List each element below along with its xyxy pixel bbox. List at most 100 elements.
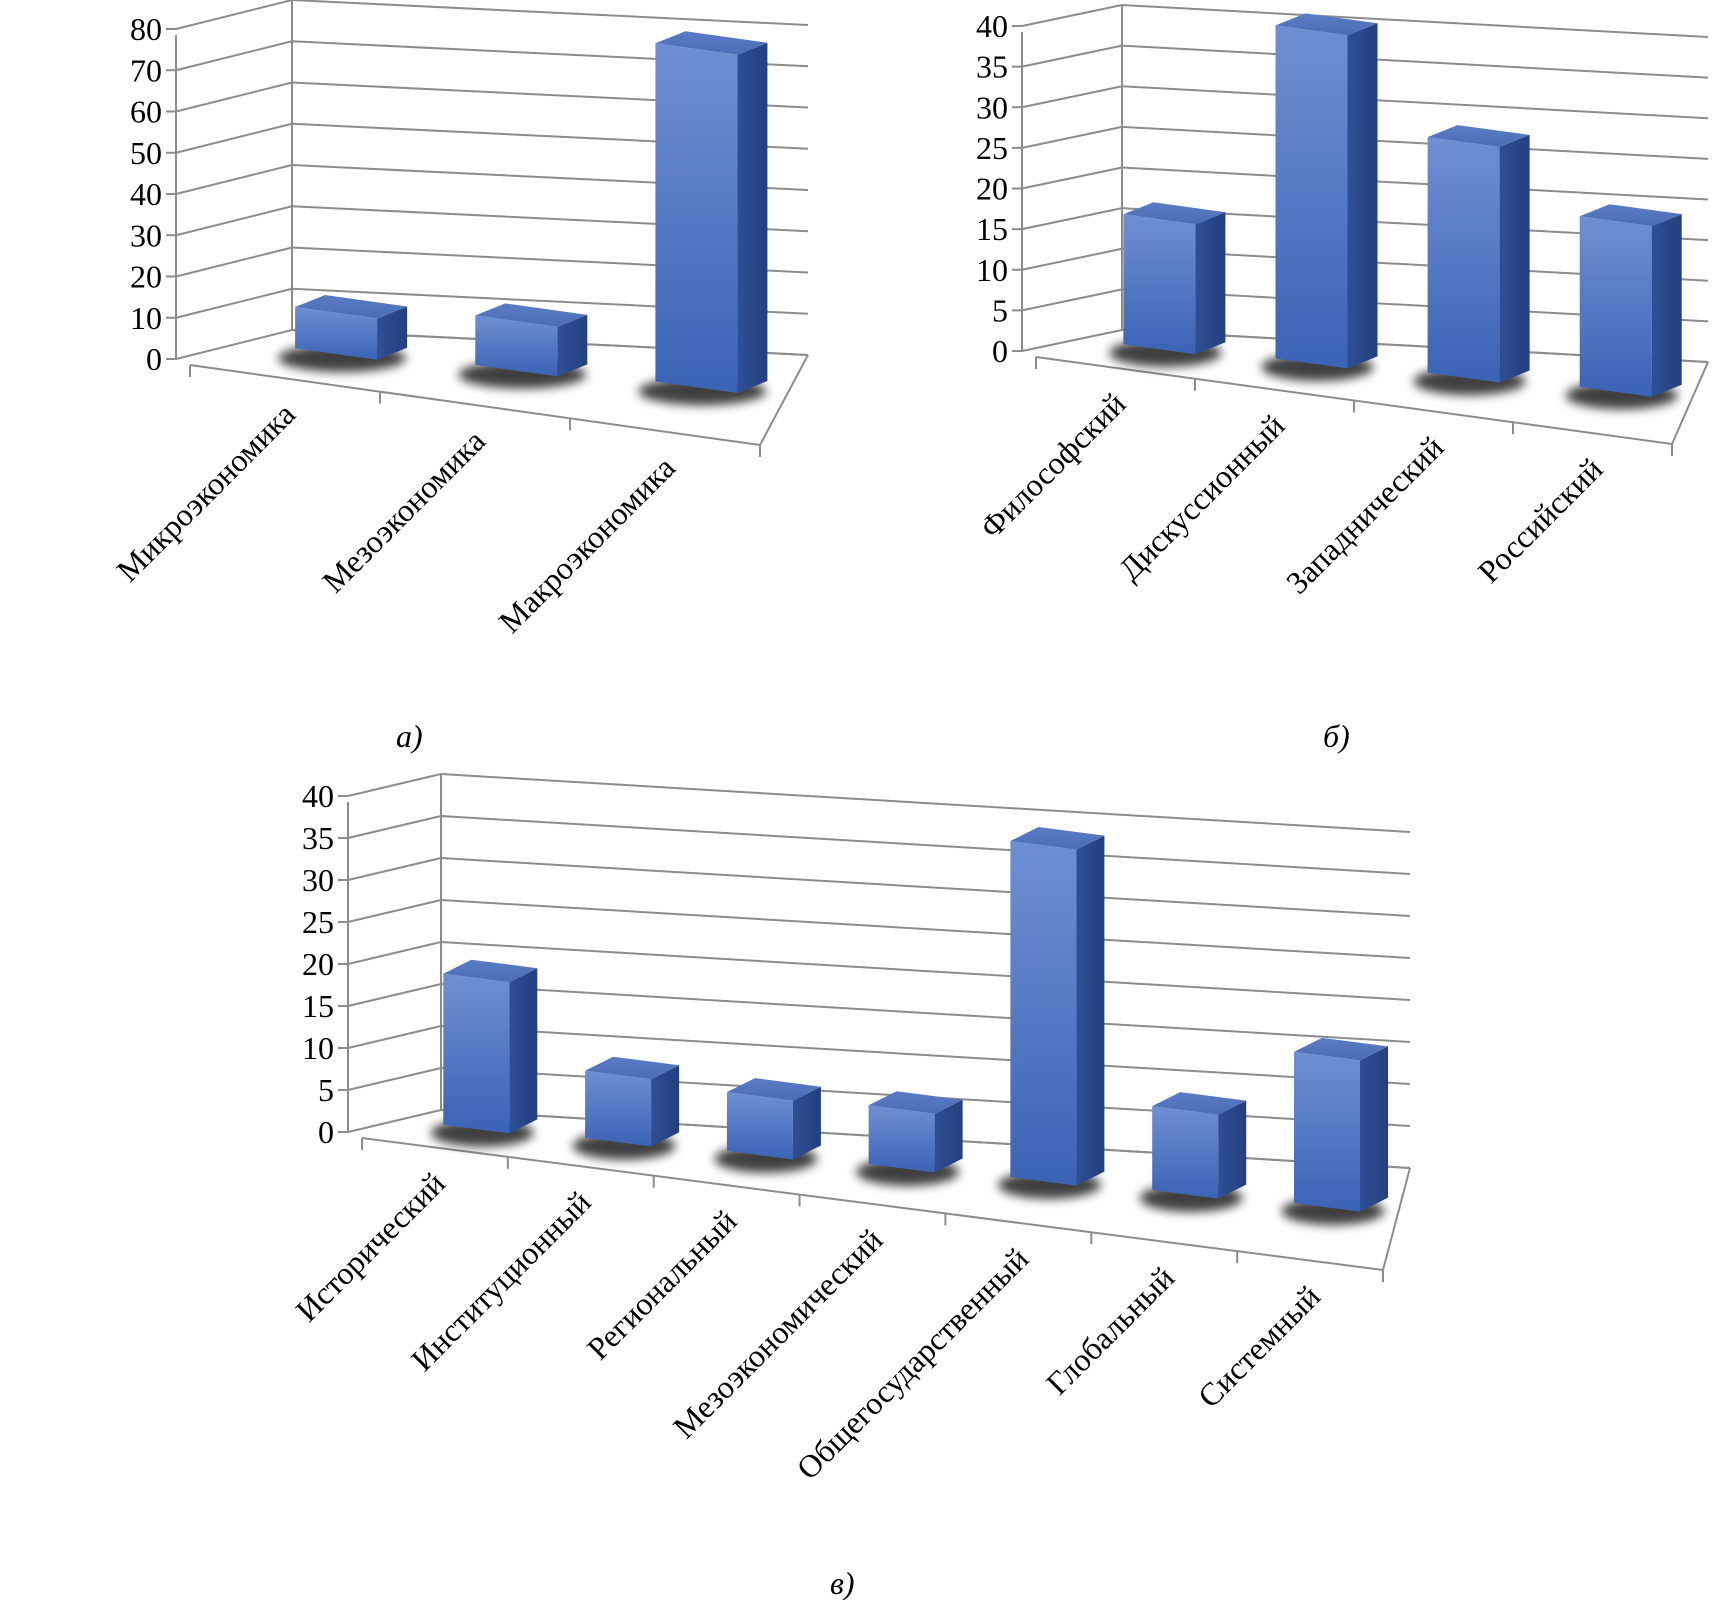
side-gridline xyxy=(1021,329,1123,352)
panel-label-b: б) xyxy=(1323,718,1350,754)
bar-side-face xyxy=(509,968,538,1134)
side-gridline xyxy=(347,815,442,839)
y-tick-label: 20 xyxy=(130,259,162,295)
side-gridline xyxy=(175,205,293,237)
side-gridline xyxy=(347,1109,442,1133)
gridline xyxy=(440,983,1411,1043)
gridline xyxy=(440,857,1411,917)
side-gridline xyxy=(175,81,293,113)
side-gridline xyxy=(175,246,293,278)
y-tick-label: 0 xyxy=(146,341,162,377)
panel-label-c: в) xyxy=(830,1565,855,1600)
y-tick-label: 0 xyxy=(992,333,1008,369)
gridline xyxy=(440,773,1411,833)
x-category-label: Региональный xyxy=(580,1203,744,1367)
bar-side-face xyxy=(377,306,408,360)
side-gridline xyxy=(1021,4,1123,27)
x-category-label: Системный xyxy=(1191,1278,1327,1414)
y-tick-label: 70 xyxy=(130,52,162,88)
bar xyxy=(458,303,588,389)
x-category-label: Макроэкономика xyxy=(491,449,681,639)
side-gridline xyxy=(175,122,293,154)
y-tick-label: 10 xyxy=(130,300,162,336)
bar-side-face xyxy=(557,314,588,377)
y-tick-label: 25 xyxy=(302,904,334,940)
side-gridline xyxy=(347,1067,442,1091)
y-tick-label: 5 xyxy=(318,1072,334,1108)
x-category-label: Микроэкономика xyxy=(109,396,302,589)
y-tick-label: 25 xyxy=(976,130,1008,166)
chart-a: 0 10 20 30 40 50 60 70 80 Микроэкономика Мезоэконо… xyxy=(109,0,809,640)
bar xyxy=(278,295,408,373)
y-tick-label: 15 xyxy=(976,211,1008,247)
bar-side-face xyxy=(1499,134,1530,383)
gridline xyxy=(1121,125,1709,160)
gridline xyxy=(1121,44,1709,79)
bar-top-face xyxy=(1123,202,1226,225)
side-gridline xyxy=(1021,85,1123,109)
y-tick-label: 60 xyxy=(130,94,162,130)
y-tick-label: 15 xyxy=(302,988,334,1024)
side-gridline xyxy=(175,40,293,72)
x-category-label: Философский xyxy=(973,385,1133,545)
y-tick-label: 10 xyxy=(976,252,1008,288)
bar-front-face xyxy=(295,307,378,360)
panel-label-a: а) xyxy=(396,718,423,754)
gridline xyxy=(1121,85,1709,120)
side-gridline xyxy=(347,899,442,923)
side-gridline xyxy=(175,329,293,360)
bar-front-face xyxy=(443,973,510,1134)
side-gridline xyxy=(347,941,442,965)
gridline xyxy=(440,899,1411,959)
bar xyxy=(1109,202,1226,367)
bar-side-face xyxy=(792,1086,821,1160)
bar-front-face xyxy=(1010,841,1077,1186)
y-tick-label: 50 xyxy=(130,135,162,171)
y-tick-label: 30 xyxy=(130,217,162,253)
x-category-label: Дискуссионный xyxy=(1111,407,1291,587)
gridline xyxy=(440,815,1411,875)
side-gridline xyxy=(1021,44,1123,68)
side-gridline xyxy=(347,1025,442,1049)
bar-side-face xyxy=(651,1065,680,1147)
bar-side-face xyxy=(737,42,768,393)
y-tick-label: 40 xyxy=(130,176,162,212)
y-tick-label: 30 xyxy=(302,862,334,898)
bar xyxy=(572,1056,680,1160)
gridline xyxy=(440,1025,1411,1085)
floor-right-line xyxy=(1382,1167,1411,1271)
bar-front-face xyxy=(1152,1106,1219,1199)
bar-top-face xyxy=(1427,125,1530,147)
bar xyxy=(714,1078,821,1173)
y-tick-label: 40 xyxy=(302,778,334,814)
bar-top-face xyxy=(475,303,588,327)
bar xyxy=(1281,1037,1388,1225)
side-gridline xyxy=(347,857,442,881)
bar-side-face xyxy=(1218,1100,1247,1199)
bar-front-face xyxy=(1275,25,1348,369)
bar-side-face xyxy=(1347,23,1378,369)
bar-side-face xyxy=(1076,835,1105,1186)
x-axis-front-line xyxy=(189,364,761,446)
x-category-label: Институционный xyxy=(404,1184,598,1378)
bar-front-face xyxy=(1579,216,1652,397)
side-gridline xyxy=(1021,247,1123,271)
chart-c: 0 5 10 15 20 25 30 35 40 ИсторическийИнституционн… xyxy=(288,773,1411,1486)
x-axis-front-line xyxy=(361,1137,1384,1271)
bar-top-face xyxy=(1275,13,1378,36)
y-tick-label: 10 xyxy=(302,1030,334,1066)
bar xyxy=(1413,125,1530,396)
bar xyxy=(856,1091,963,1186)
y-tick-label: 30 xyxy=(976,89,1008,125)
x-category-label: Мезоэкономика xyxy=(315,422,492,599)
bar xyxy=(1261,13,1378,382)
gridline xyxy=(440,941,1411,1001)
y-tick-label: 80 xyxy=(130,11,162,47)
side-gridline xyxy=(1021,166,1123,190)
bar-side-face xyxy=(1651,214,1682,397)
bar-top-face xyxy=(585,1056,680,1080)
side-gridline xyxy=(347,773,442,797)
bar-front-face xyxy=(1123,214,1196,355)
side-gridline xyxy=(175,164,293,195)
